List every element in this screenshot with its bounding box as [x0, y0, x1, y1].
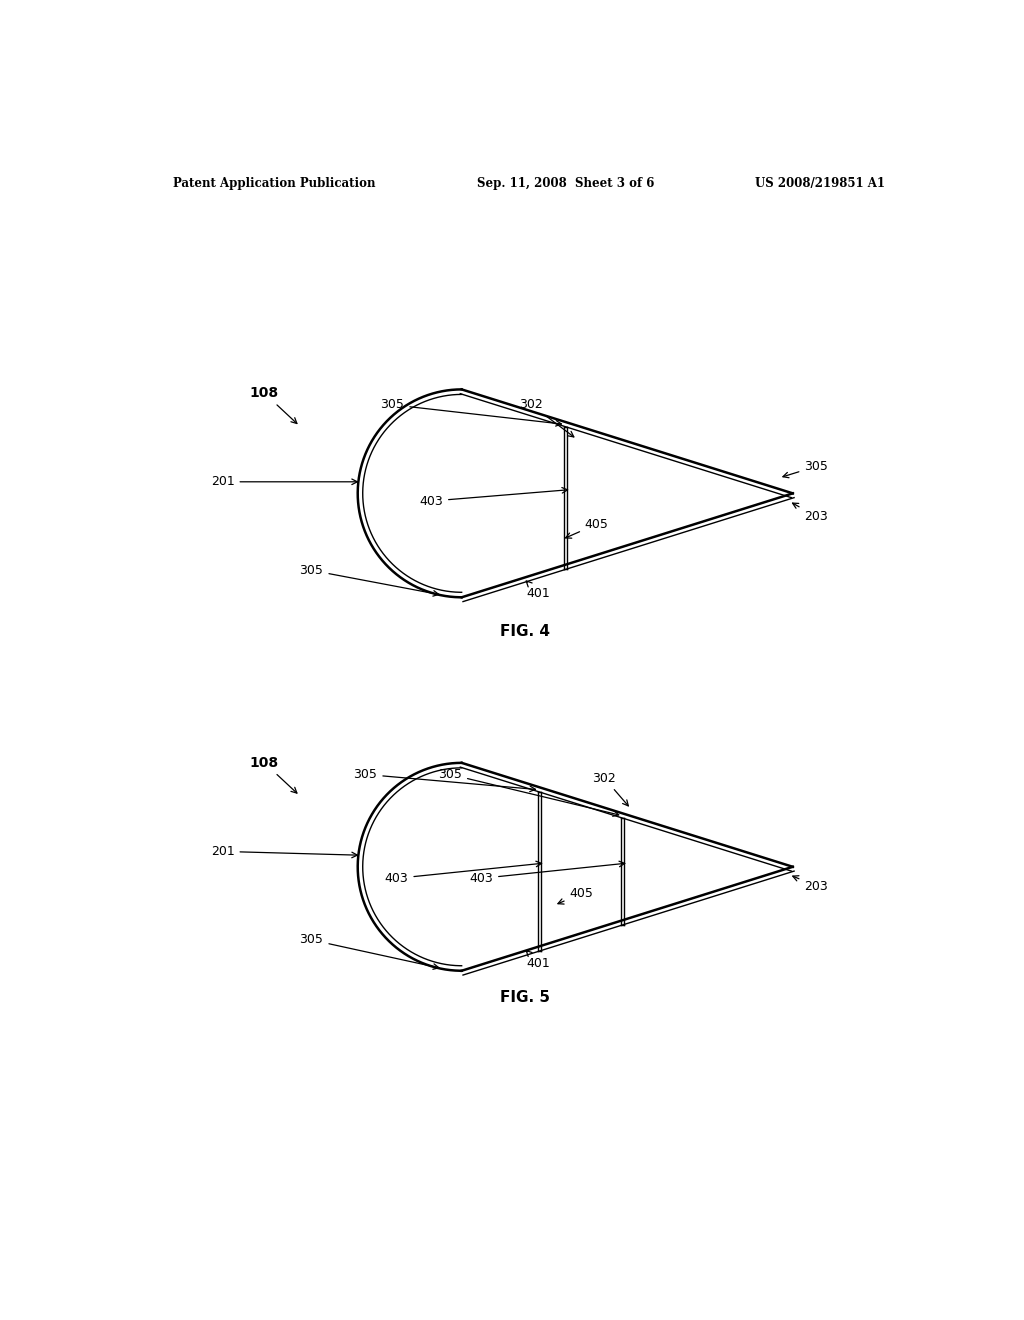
Text: 201: 201 — [211, 845, 357, 858]
Text: 302: 302 — [519, 399, 573, 437]
Text: 403: 403 — [469, 861, 625, 884]
Text: 405: 405 — [565, 517, 608, 539]
Text: 403: 403 — [419, 487, 567, 508]
Text: 403: 403 — [385, 861, 542, 884]
Text: 305: 305 — [783, 459, 828, 478]
Text: 305: 305 — [300, 564, 439, 597]
Text: Patent Application Publication: Patent Application Publication — [173, 177, 376, 190]
Text: 405: 405 — [558, 887, 593, 904]
Text: US 2008/219851 A1: US 2008/219851 A1 — [755, 177, 885, 190]
Text: 401: 401 — [526, 581, 551, 601]
Text: 108: 108 — [250, 756, 297, 793]
Text: Sep. 11, 2008  Sheet 3 of 6: Sep. 11, 2008 Sheet 3 of 6 — [477, 177, 654, 190]
Text: 401: 401 — [526, 950, 551, 970]
Text: 305: 305 — [381, 399, 561, 426]
Text: 305: 305 — [300, 933, 439, 969]
Text: 201: 201 — [211, 475, 357, 488]
Text: 305: 305 — [438, 768, 618, 816]
Text: 203: 203 — [793, 503, 828, 523]
Text: 305: 305 — [353, 768, 536, 792]
Text: FIG. 4: FIG. 4 — [500, 624, 550, 639]
Text: 302: 302 — [593, 772, 629, 807]
Text: FIG. 5: FIG. 5 — [500, 990, 550, 1006]
Text: 108: 108 — [250, 387, 297, 424]
Text: 203: 203 — [793, 875, 828, 892]
